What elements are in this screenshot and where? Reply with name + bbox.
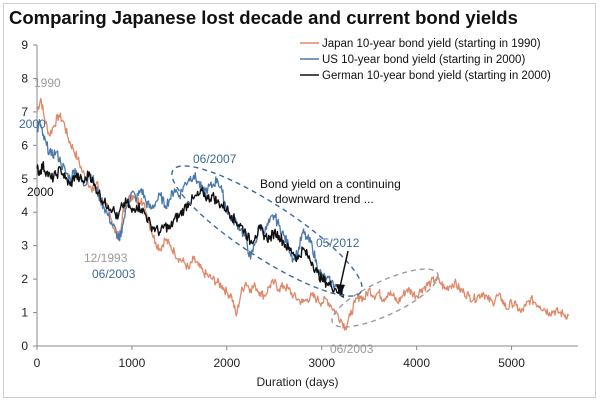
x-tick-label: 5000 xyxy=(498,356,525,370)
arrow-head xyxy=(336,284,345,296)
y-tick-label: 4 xyxy=(21,205,28,219)
x-tick-label: 2000 xyxy=(213,356,240,370)
y-tick-label: 9 xyxy=(21,38,28,52)
trend-ellipse-gray xyxy=(331,268,439,328)
annotation-label: 1990 xyxy=(34,76,61,90)
x-tick-label: 4000 xyxy=(403,356,430,370)
annotation-label: 06/2007 xyxy=(193,152,237,166)
annotation-label: downward trend ... xyxy=(275,192,374,206)
y-tick-label: 2 xyxy=(21,272,28,286)
trend-overlays xyxy=(171,165,439,328)
x-tick-label: 1000 xyxy=(119,356,146,370)
annotation-label: 2000 xyxy=(19,117,46,131)
y-tick-label: 1 xyxy=(21,306,28,320)
axes: 0 1 2 3 4 5 6 7 8 9 0 1000 2000 3000 4000 5000 Duration … xyxy=(21,38,578,389)
annotation-label: 06/2003 xyxy=(92,267,136,281)
y-tick-label: 8 xyxy=(21,71,28,85)
x-tick-label: 3000 xyxy=(308,356,335,370)
legend-label-us: US 10-year bond yield (starting in 2000) xyxy=(322,54,525,66)
series-lines xyxy=(36,97,570,331)
arrow-line xyxy=(339,250,349,288)
annotation-label: 05/2012 xyxy=(316,236,360,250)
series-line-us xyxy=(36,118,345,297)
x-axis-label: Duration (days) xyxy=(256,375,338,389)
y-tick-label: 3 xyxy=(21,239,28,253)
legend-label-japan: Japan 10-year bond yield (starting in 19… xyxy=(322,38,541,50)
annotation-label: 06/2003 xyxy=(330,342,374,356)
y-tick-label: 0 xyxy=(21,339,28,353)
y-tick-label: 7 xyxy=(21,105,28,119)
legend-label-german: German 10-year bond yield (starting in 2… xyxy=(322,70,551,82)
y-tick-label: 5 xyxy=(21,172,28,186)
series-line-japan xyxy=(36,97,570,331)
x-tick-label: 0 xyxy=(34,356,41,370)
annotation-label: 2000 xyxy=(27,185,54,199)
y-tick-label: 6 xyxy=(21,138,28,152)
legend: Japan 10-year bond yield (starting in 19… xyxy=(300,38,551,82)
chart-title: Comparing Japanese lost decade and curre… xyxy=(9,7,518,28)
annotations: 1990 2000 2000 06/2007 12/1993 06/2003 05/2012… xyxy=(19,76,401,356)
trend-ellipse-blue xyxy=(171,165,363,297)
annotation-label: 12/1993 xyxy=(84,251,128,265)
annotation-label: Bond yield on a continuing xyxy=(260,177,401,191)
